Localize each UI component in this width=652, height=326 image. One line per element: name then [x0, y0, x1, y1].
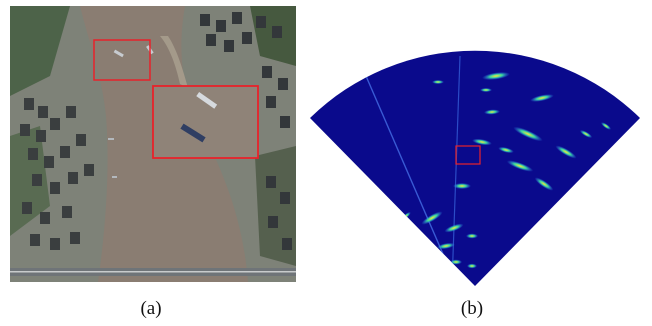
radar-echo — [480, 88, 492, 92]
radar-echo — [444, 223, 464, 233]
radar-echo — [534, 177, 554, 191]
radar-echo — [498, 146, 514, 154]
aerial-photo — [10, 6, 296, 282]
radar-streak — [365, 75, 457, 285]
zoom-inset — [152, 85, 259, 159]
radar-echo — [432, 80, 444, 84]
radar-sector — [310, 50, 640, 286]
ship-dark-icon — [180, 123, 206, 143]
buildings-left — [20, 98, 94, 250]
radar-echo — [421, 211, 443, 225]
radar-echo — [437, 242, 455, 250]
radar-echo — [450, 259, 462, 265]
panel-a-caption: (a) — [140, 298, 162, 319]
radar-echoes — [365, 55, 612, 285]
target-highlight-box — [455, 145, 481, 165]
radar-scan-panel — [306, 46, 644, 294]
radar-echo — [579, 130, 593, 138]
bridge — [10, 268, 296, 276]
radar-echo — [600, 122, 612, 130]
radar-echo — [484, 109, 500, 115]
buildings-right — [200, 12, 292, 250]
radar-echo — [472, 138, 492, 146]
radar-echo — [513, 126, 543, 142]
radar-background — [310, 50, 640, 286]
aerial-photo-panel — [10, 6, 296, 282]
radar-echo — [506, 160, 534, 172]
radar-echo — [453, 183, 471, 189]
radar-echo — [466, 233, 478, 239]
region-highlight-box — [93, 39, 151, 81]
radar-echo — [482, 72, 510, 80]
radar-echo — [530, 94, 554, 102]
radar-echo — [555, 145, 577, 159]
sandbank — [160, 36, 188, 88]
ship-large-icon — [196, 92, 218, 109]
radar-echo — [467, 263, 477, 269]
panel-b-caption: (b) — [460, 298, 484, 319]
